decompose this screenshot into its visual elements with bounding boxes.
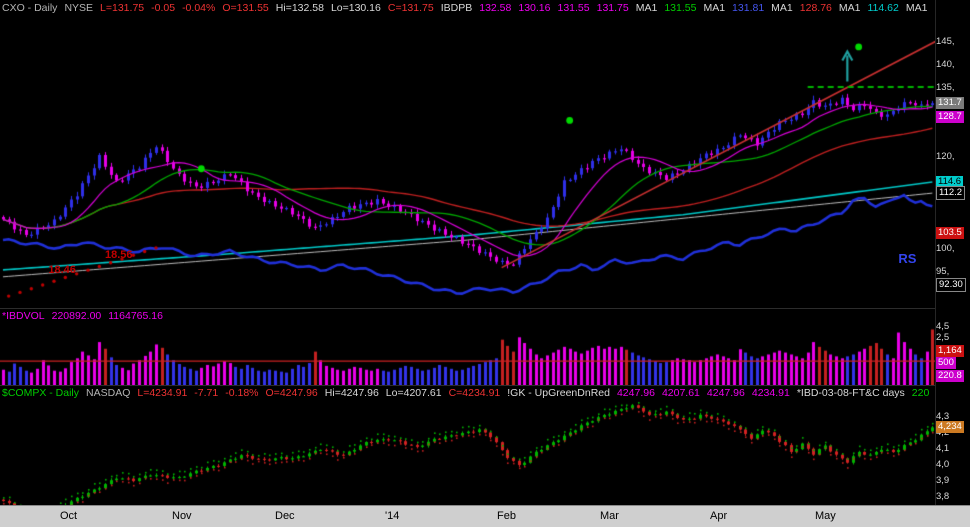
price-axis-label: 103.5 [936,227,964,240]
price-axis-label: 128.7 [936,110,964,123]
header-token: MA1 [771,2,793,14]
header-token: MA1 [838,2,861,14]
pane-separator [0,308,935,309]
price-axis-label: 112.2 [936,186,966,201]
month-label: Oct [60,510,78,522]
header-token: MA1 [905,2,928,14]
price-axis-label: 114.6 [936,175,964,188]
header-token: 132.58 [479,2,512,14]
price-axis-label: 95, [936,266,950,278]
header-token: 131.81 [732,2,765,14]
header-token: NYSE [64,2,94,14]
volume-header: *IBDVOL 220892.00 1164765.16 [2,309,968,324]
month-label: Dec [275,510,295,522]
time-axis[interactable]: Oct Nov Dec '14 Feb Mar Apr May [0,505,970,527]
header-token: L=131.75 [100,2,145,14]
header-token: 220 [911,387,930,399]
eps-label: 18.56 [105,248,133,261]
header-token: -0.04% [182,2,216,14]
header-token: Lo=130.16 [330,2,381,14]
price-axis-label: 4,0 [936,459,950,470]
volume-chart[interactable] [0,309,935,385]
header-token: 4234.91 [751,387,790,399]
header-token: 4247.96 [706,387,745,399]
header-token: L=4234.91 [137,387,188,399]
header-token: MA1 [635,2,658,14]
header-token: C=4234.91 [448,387,501,399]
price-axis-label: 92.30 [936,277,966,292]
eps-label: 18.46 [48,263,76,276]
header-token: 128.76 [799,2,832,14]
price-axis-label: 131.7 [936,97,964,110]
rs-label: RS [898,251,917,267]
price-axis-label: 3,8 [936,491,950,502]
header-token: *IBDVOL [2,310,45,322]
header-token: 131.55 [664,2,697,14]
header-token: IBDPB [440,2,473,14]
header-token: *IBD-03-08-FT&C days [796,387,905,399]
header-token: -0.18% [225,387,259,399]
header-token: 4207.61 [661,387,700,399]
header-token: O=4247.96 [265,387,318,399]
header-token: -7.71 [194,387,219,399]
price-axis-label: 120, [936,151,955,163]
header-token: O=131.55 [222,2,269,14]
month-label: Mar [600,510,619,522]
header-token: Hi=4247.96 [324,387,379,399]
header-token: -0.05 [151,2,176,14]
compx-header-bar: $COMPX - Daily NASDAQ L=4234.91 -7.71 -0.18%… [2,386,968,401]
price-axis-label: 500 [936,357,956,369]
price-axis-label: 145, [936,36,955,48]
main-price-chart[interactable] [0,17,935,309]
header-token: 1164765.16 [108,310,163,322]
header-token: $COMPX - Daily [2,387,80,399]
header-token: NASDAQ [86,387,131,399]
price-axis-label: 2,5 [936,332,950,343]
header-token: Lo=4207.61 [385,387,442,399]
month-label: Apr [710,510,728,522]
price-axis-label: 140, [936,59,955,71]
header-token: CXO - Daily [2,2,58,14]
pane-separator [0,385,935,386]
header-token: 4247.96 [616,387,655,399]
month-label: Nov [172,510,192,522]
month-label: May [815,510,836,522]
price-axis[interactable] [935,0,970,505]
month-label: Feb [497,510,516,522]
header-token: MA1 [703,2,726,14]
header-token: 114.62 [867,2,899,14]
header-token: 131.75 [596,2,629,14]
header-token: Hi=132.58 [275,2,324,14]
price-axis-label: 100, [936,243,955,255]
header-token: 220892.00 [51,310,102,322]
price-axis-label: 1,164 [936,345,964,357]
compx-price-chart[interactable] [0,401,935,505]
price-axis-label: 4,1 [936,443,950,454]
header-token: !GK - UpGreenDnRed [507,387,610,399]
header-token: C=131.75 [387,2,434,14]
price-axis-label: 4,5 [936,321,950,332]
price-axis-label: 4,234 [936,421,964,434]
price-axis-label: 220.8 [936,370,964,382]
price-axis-label: 135, [936,82,955,94]
price-axis-label: 3,9 [936,475,950,486]
header-token: 130.16 [518,2,551,14]
month-label: '14 [385,510,400,522]
header-token: 131.55 [557,2,590,14]
symbol-header-bar: CXO - Daily NYSE L=131.75 -0.05 -0.04% O=131.… [2,1,968,16]
price-axis-label: 4,3 [936,411,950,422]
